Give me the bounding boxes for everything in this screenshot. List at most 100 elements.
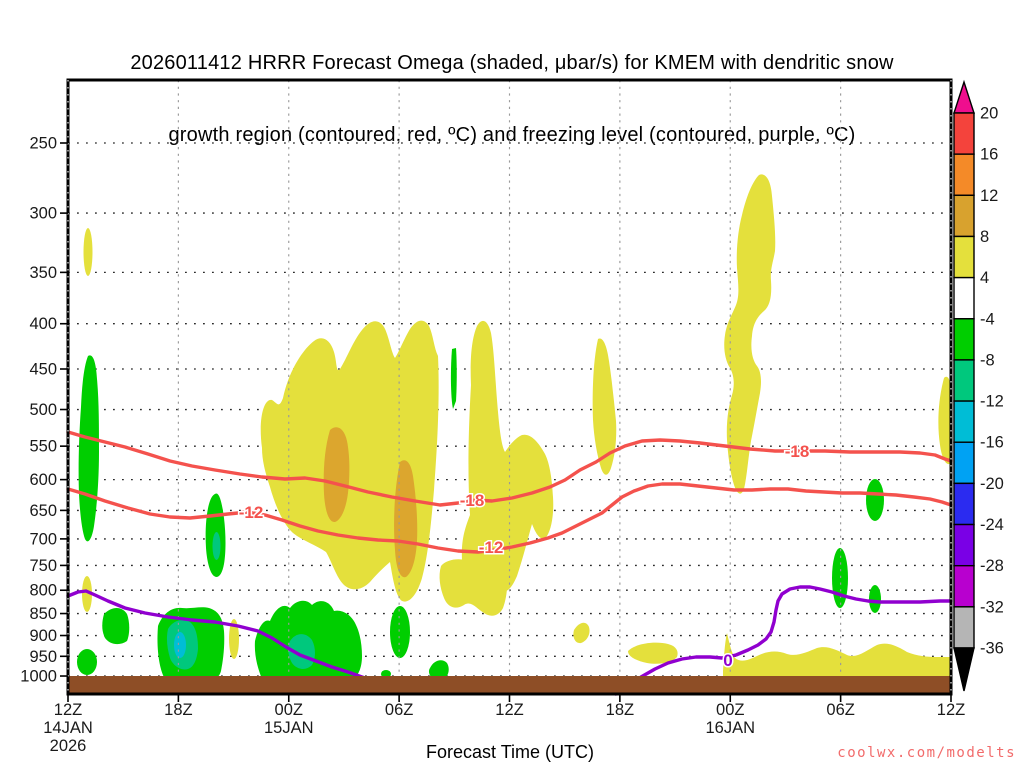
y-axis-tick-label: 250 — [29, 135, 57, 153]
freezing-contour-label: 0 — [723, 651, 732, 670]
chart-title-line2: growth region (contoured, red, ºC) and f… — [168, 124, 856, 146]
omega-yellow-central-right-column — [461, 320, 554, 602]
colorbar-segment — [953, 235, 975, 279]
x-axis-tick-label: 12Z — [937, 701, 965, 719]
colorbar-label: 20 — [980, 105, 998, 123]
x-axis-tick-label: 06Z — [826, 701, 854, 719]
dendritic-contour-label: -18 — [460, 491, 485, 510]
freezing-contour-line-1 — [614, 585, 953, 696]
x-axis-tick-label: 12Z — [54, 701, 82, 719]
colorbar-segment — [953, 359, 975, 402]
omega-green-left-column — [78, 355, 99, 542]
colorbar-segment — [953, 318, 975, 361]
chart-title: 2026011412 HRRR Forecast Omega (shaded, … — [0, 3, 1024, 195]
omega-yellow-bottom-band — [723, 633, 951, 677]
colorbar-label: 12 — [980, 187, 998, 205]
omega-green-right-oval-low — [869, 585, 881, 613]
colorbar-label: 16 — [980, 146, 998, 164]
x-axis-title: Forecast Time (UTC) — [425, 742, 595, 762]
watermark-text: coolwx.com/modelts — [837, 745, 1016, 761]
dendritic-contour-line-1 — [66, 482, 953, 554]
omega-green-thin-sliver — [450, 348, 457, 409]
y-axis-tick-label: 850 — [29, 605, 57, 623]
omega-yellow-bottom-bulge — [439, 559, 508, 616]
plot-frame — [66, 78, 953, 696]
omega-teal-bl-core3 — [288, 634, 315, 669]
colorbar-label: -12 — [980, 393, 1004, 411]
colorbar-label: -8 — [980, 351, 995, 369]
y-axis-tick-label: 1000 — [20, 668, 57, 686]
x-axis-tick-label: 12Z — [495, 701, 523, 719]
freezing-contour-line-0 — [66, 589, 373, 682]
colorbar-label: -16 — [980, 434, 1004, 452]
colorbar-segment — [953, 441, 975, 485]
y-axis-tick-label: 700 — [29, 530, 57, 548]
omega-orange-core-2 — [394, 460, 418, 578]
omega-orange-core-1 — [323, 427, 350, 523]
x-axis-tick-label: 00Z — [275, 701, 303, 719]
colorbar-label: -28 — [980, 557, 1004, 575]
colorbar-segment — [953, 153, 975, 197]
dendritic-contour-label: -18 — [785, 442, 810, 461]
colorbar-segment — [953, 564, 975, 608]
omega-green-oval-06z — [390, 606, 410, 658]
omega-yellow-small-blob — [573, 622, 590, 644]
colorbar-label: 4 — [980, 269, 989, 287]
chart-title-line1: 2026011412 HRRR Forecast Omega (shaded, … — [130, 52, 894, 74]
colorbar-label: -20 — [980, 475, 1004, 493]
colorbar-segment — [953, 112, 975, 155]
y-axis-tick-label: 550 — [29, 438, 57, 456]
omega-green-bl-blob1 — [102, 608, 130, 645]
omega-green-small-blob — [428, 660, 449, 678]
y-axis-tick-label: 600 — [29, 471, 57, 489]
colorbar-segment — [953, 276, 975, 320]
colorbar-label: 8 — [980, 228, 989, 246]
y-axis-tick-label: 900 — [29, 627, 57, 645]
omega-teal-spike-core — [212, 532, 221, 560]
x-axis-tick-label: 18Z — [606, 701, 634, 719]
x-axis-year-label: 2026 — [50, 737, 87, 755]
colorbar-under-arrow — [953, 647, 975, 692]
y-axis-tick-label: 400 — [29, 315, 57, 333]
x-axis-tick-label: 06Z — [385, 701, 413, 719]
dendritic-contour-label: -12 — [239, 503, 264, 522]
colorbar-segment — [953, 523, 975, 567]
omega-yellow-right-edge — [938, 376, 951, 465]
x-axis-date-label: 15JAN — [264, 719, 314, 737]
y-axis-tick-label: 750 — [29, 557, 57, 575]
x-axis-date-label: 14JAN — [43, 719, 93, 737]
y-axis-tick-label: 350 — [29, 264, 57, 282]
x-axis-tick-label: 18Z — [164, 701, 192, 719]
colorbar-segment — [953, 482, 975, 526]
omega-yellow-bottom-left-blob — [628, 642, 678, 664]
colorbar-segment — [953, 400, 975, 443]
y-axis-tick-label: 450 — [29, 361, 57, 379]
y-axis-tick-label: 500 — [29, 401, 57, 419]
y-axis-tick-label: 800 — [29, 582, 57, 600]
x-axis-date-label: 16JAN — [705, 719, 755, 737]
omega-cyan-bl-core2 — [174, 632, 186, 658]
colorbar-label: -4 — [980, 310, 995, 328]
omega-green-left-dot — [77, 649, 97, 675]
below-ground-surface — [68, 676, 951, 694]
omega-yellow-18z-sliver — [592, 338, 617, 475]
colorbar-over-arrow — [953, 79, 975, 114]
omega-green-right-oval-mid — [832, 548, 848, 608]
omega-yellow-upper-left-sliver — [83, 228, 93, 276]
colorbar-segment — [953, 194, 975, 238]
omega-yellow-left-low-sliver — [82, 576, 92, 612]
y-axis-tick-label: 300 — [29, 205, 57, 223]
dendritic-contour-line-0 — [66, 430, 953, 507]
x-axis-tick-label: 00Z — [716, 701, 744, 719]
colorbar-label: -24 — [980, 516, 1004, 534]
y-axis-tick-label: 950 — [29, 648, 57, 666]
colorbar-segment — [953, 606, 975, 649]
colorbar-label: -32 — [980, 598, 1004, 616]
dendritic-contour-label: -12 — [479, 538, 504, 557]
y-axis-tick-label: 650 — [29, 502, 57, 520]
omega-green-right-oval-upper — [866, 479, 884, 521]
omega-yellow-thin-sliver — [229, 619, 239, 659]
colorbar-label: -36 — [980, 640, 1004, 658]
